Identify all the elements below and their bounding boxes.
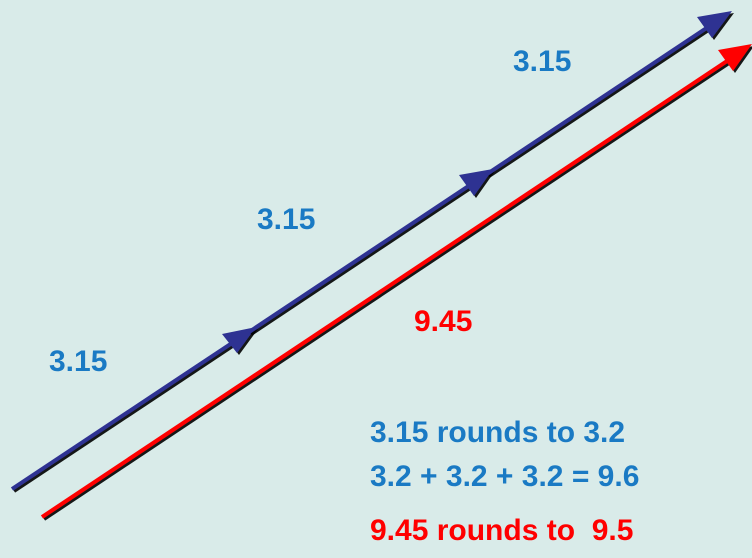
segment-2-label: 3.15: [257, 203, 316, 236]
total-arrow: [40, 44, 752, 519]
segment-1-label: 3.15: [49, 345, 108, 378]
sum-note: 3.2 + 3.2 + 3.2 = 9.6: [370, 460, 640, 493]
segment-arrow-2: [247, 169, 493, 334]
segment-3-label: 3.15: [513, 45, 572, 78]
segment-arrow-3: [485, 11, 732, 176]
total-label: 9.45: [414, 305, 473, 338]
segment-arrow-1: [10, 327, 256, 491]
rounding-note-1: 3.15 rounds to 3.2: [370, 416, 626, 449]
rounding-note-total: 9.45 rounds to 9.5: [370, 514, 634, 547]
